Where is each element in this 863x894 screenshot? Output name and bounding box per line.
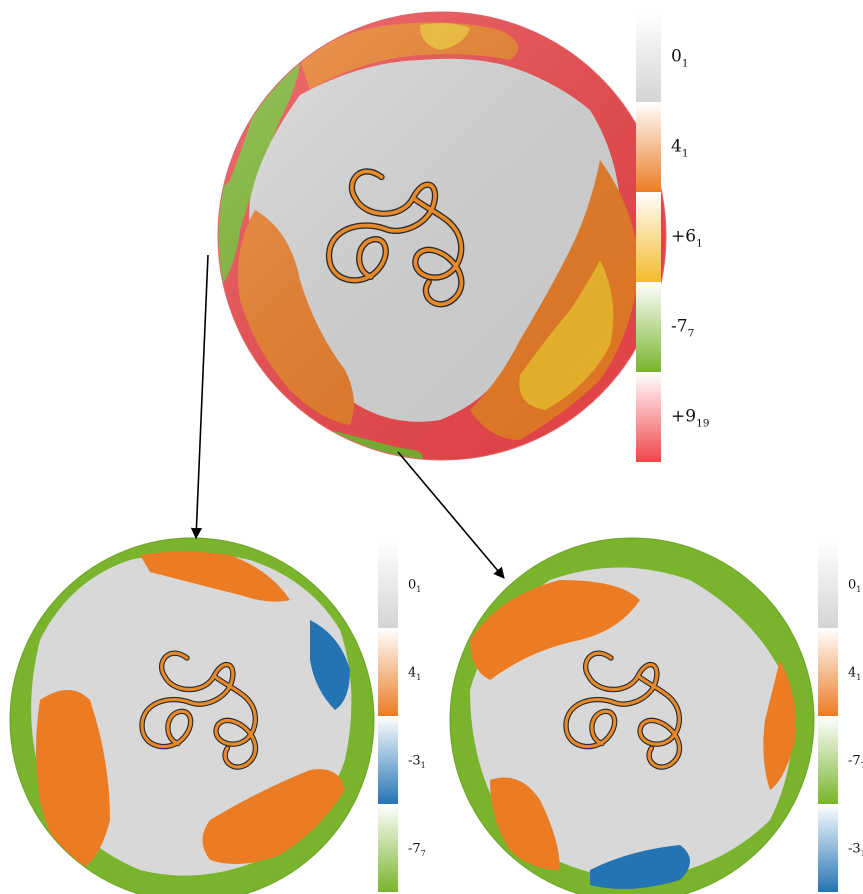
br-knot [563,650,683,770]
bl-legend-label-0: 01 [408,577,421,594]
top-legend-label-4: +919 [671,407,709,430]
top-legend-swatch-1 [636,102,661,192]
top-legend-swatch-3 [636,282,661,372]
top-legend-swatch-4 [636,372,661,462]
br-region-4-1-left [490,777,560,870]
bottom-left-sphere [9,537,375,894]
bl-legend-label-1: 41 [408,665,421,682]
br-legend-swatch-0 [818,540,838,628]
top-legend-label-1: 41 [671,137,689,160]
bl-region-4-1-top [140,551,290,602]
bl-region-4-1-left [36,690,110,870]
bl-legend-swatch-1 [378,628,398,716]
top-legend-swatch-2 [636,192,661,282]
bl-legend-swatch-3 [378,804,398,892]
bl-knot [139,650,259,770]
br-legend-label-1: 41 [848,665,861,682]
bottom-left-legend: 01 41 -31 -77 [378,540,426,892]
top-sphere [217,11,667,461]
br-legend-label-0: 01 [848,577,861,594]
br-legend-label-3: -31 [848,841,863,858]
bl-region-3-1 [310,620,350,710]
br-region-4-1-top [470,580,640,680]
bl-legend-label-2: -31 [408,753,426,770]
bl-legend-label-3: -77 [408,841,426,858]
br-legend-swatch-1 [818,628,838,716]
arrow-to-bottom-left [190,254,209,540]
br-legend-swatch-3 [818,804,838,892]
bottom-right-legend: 01 41 -77 -31 [818,540,863,892]
top-knot [325,168,465,308]
top-legend-label-2: +61 [671,227,703,250]
br-legend-swatch-2 [818,716,838,804]
top-legend-label-3: -77 [671,317,694,340]
top-legend-label-0: 01 [671,47,689,70]
bl-legend-swatch-2 [378,716,398,804]
br-region-3-1 [590,845,690,889]
bl-legend-swatch-0 [378,540,398,628]
bl-region-4-1-right [202,769,345,864]
br-region-4-1-right [763,660,796,790]
top-legend: 01 41 +61 -77 +919 [636,12,709,462]
top-legend-swatch-0 [636,12,661,102]
bottom-right-sphere [449,537,815,894]
br-legend-label-2: -77 [848,753,863,770]
arrow-to-bottom-right [397,451,505,579]
